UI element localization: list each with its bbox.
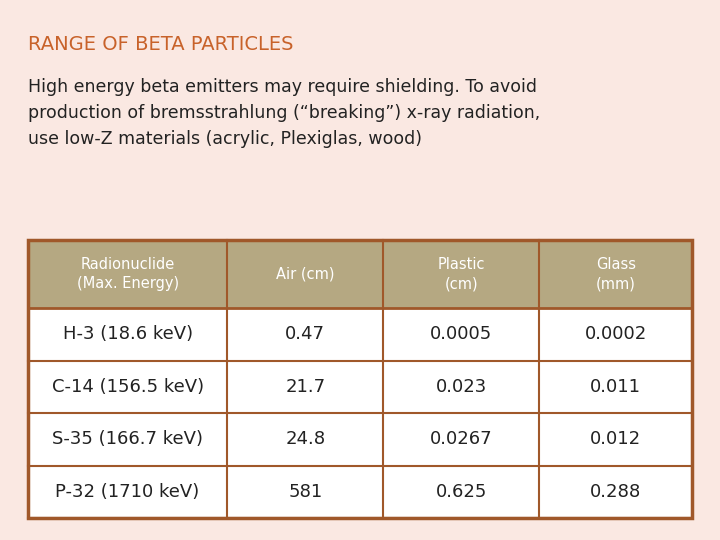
- Text: 581: 581: [288, 483, 323, 501]
- Text: Plastic
(cm): Plastic (cm): [438, 257, 485, 291]
- Text: P-32 (1710 keV): P-32 (1710 keV): [55, 483, 199, 501]
- FancyBboxPatch shape: [28, 361, 692, 413]
- Text: production of bremsstrahlung (“breaking”) x-ray radiation,: production of bremsstrahlung (“breaking”…: [28, 104, 540, 122]
- Text: 0.47: 0.47: [285, 325, 325, 343]
- Text: 21.7: 21.7: [285, 378, 325, 396]
- Text: Glass
(mm): Glass (mm): [595, 257, 636, 291]
- Text: 0.0005: 0.0005: [430, 325, 492, 343]
- FancyBboxPatch shape: [28, 240, 692, 308]
- Text: 24.8: 24.8: [285, 430, 325, 448]
- Text: S-35 (166.7 keV): S-35 (166.7 keV): [52, 430, 203, 448]
- Text: 0.625: 0.625: [436, 483, 487, 501]
- Text: Air (cm): Air (cm): [276, 267, 335, 281]
- FancyBboxPatch shape: [28, 308, 692, 361]
- Text: 0.023: 0.023: [436, 378, 487, 396]
- Text: High energy beta emitters may require shielding. To avoid: High energy beta emitters may require sh…: [28, 78, 537, 96]
- FancyBboxPatch shape: [28, 465, 692, 518]
- Text: C-14 (156.5 keV): C-14 (156.5 keV): [52, 378, 204, 396]
- Text: 0.0267: 0.0267: [430, 430, 492, 448]
- Text: 0.0002: 0.0002: [585, 325, 647, 343]
- FancyBboxPatch shape: [28, 413, 692, 465]
- Text: 0.288: 0.288: [590, 483, 642, 501]
- Text: 0.012: 0.012: [590, 430, 642, 448]
- Text: 0.011: 0.011: [590, 378, 641, 396]
- Text: Radionuclide
(Max. Energy): Radionuclide (Max. Energy): [76, 257, 179, 291]
- Text: use low-Z materials (acrylic, Plexiglas, wood): use low-Z materials (acrylic, Plexiglas,…: [28, 130, 422, 148]
- Text: RANGE OF BETA PARTICLES: RANGE OF BETA PARTICLES: [28, 35, 294, 54]
- Text: H-3 (18.6 keV): H-3 (18.6 keV): [63, 325, 193, 343]
